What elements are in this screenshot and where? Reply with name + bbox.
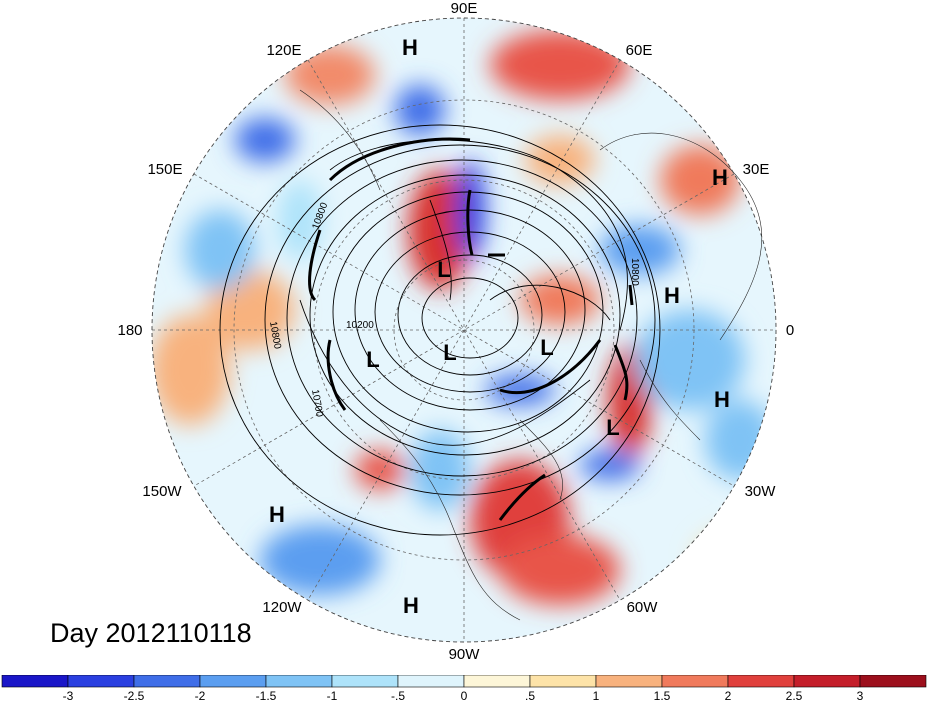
graticule [152, 18, 776, 642]
lon-label-60w: 60W [627, 599, 659, 616]
coastlines [299, 89, 763, 621]
map-boundary [151, 17, 777, 643]
colorbar-tick-label: 1 [593, 689, 600, 702]
lon-label-30w: 30W [745, 483, 777, 500]
lon-label-0: 0 [786, 322, 794, 339]
high-marker: H [403, 593, 419, 618]
lon-label-150w: 150W [142, 483, 182, 500]
colorbar-tick-label: 2 [725, 689, 732, 702]
colorbar-swatch [331, 675, 399, 688]
colorbar-tick-label: -2 [195, 689, 206, 702]
lon-label-180: 180 [117, 322, 142, 339]
day-label: Day 2012110118 [50, 618, 252, 648]
low-marker: L [443, 340, 456, 365]
colorbar-swatch [397, 675, 465, 688]
colorbar-tick-label: -.5 [391, 689, 405, 702]
height-contours [219, 124, 661, 536]
high-marker: H [269, 502, 285, 527]
high-marker: H [402, 35, 418, 60]
colorbar-swatch [793, 675, 861, 688]
colorbar-swatch [463, 675, 531, 688]
low-marker: L [540, 335, 553, 360]
colorbar-swatch [265, 675, 333, 688]
high-marker: H [664, 283, 680, 308]
lon-label-90w: 90W [449, 646, 481, 663]
colorbar-tick-label: -2.5 [124, 689, 145, 702]
colorbar: -3 -2.5 -2 -1.5 -1 -.5 0 .5 1 1.5 2 2.5 3 [1, 675, 927, 702]
low-marker: L [437, 257, 450, 282]
colorbar-swatch [529, 675, 597, 688]
contour-label: 10700 [309, 389, 325, 419]
lon-label-30e: 30E [743, 161, 770, 178]
high-marker: H [712, 165, 728, 190]
colorbar-tick-label: 2.5 [786, 689, 803, 702]
colorbar-swatch [859, 675, 927, 688]
colorbar-swatch [661, 675, 729, 688]
colorbar-swatch [133, 675, 201, 688]
colorbar-swatch [727, 675, 795, 688]
lon-label-60e: 60E [626, 42, 653, 59]
colorbar-ticks: -3 -2.5 -2 -1.5 -1 -.5 0 .5 1 1.5 2 2.5 3 [63, 689, 864, 702]
contour-label: 10800 [267, 321, 283, 351]
colorbar-tick-label: -1.5 [256, 689, 277, 702]
colorbar-tick-label: 0 [461, 689, 468, 702]
low-marker: L [366, 347, 379, 372]
lon-label-150e: 150E [147, 161, 182, 178]
lon-label-120w: 120W [262, 599, 302, 616]
colorbar-swatch [67, 675, 135, 688]
colorbar-tick-label: .5 [525, 689, 535, 702]
colorbar-swatch [595, 675, 663, 688]
colorbar-swatch [1, 675, 69, 688]
high-marker: H [714, 387, 730, 412]
contour-label: 10200 [346, 320, 374, 331]
lon-label-120e: 120E [266, 42, 301, 59]
longitude-labels: 90E 60E 30E 0 30W 60W 90W 120W 150W 180 … [117, 0, 794, 663]
colorbar-swatches [1, 675, 927, 688]
lon-label-90e: 90E [451, 0, 478, 17]
contour-label: 10800 [629, 258, 640, 286]
colorbar-tick-label: 1.5 [654, 689, 671, 702]
jet-contours [308, 137, 634, 521]
colorbar-tick-label: -3 [63, 689, 74, 702]
colorbar-swatch [199, 675, 267, 688]
low-marker: L [606, 415, 619, 440]
pressure-markers: H H H H H H L L L L L [269, 35, 730, 618]
colorbar-tick-label: -1 [327, 689, 338, 702]
colorbar-tick-label: 3 [857, 689, 864, 702]
